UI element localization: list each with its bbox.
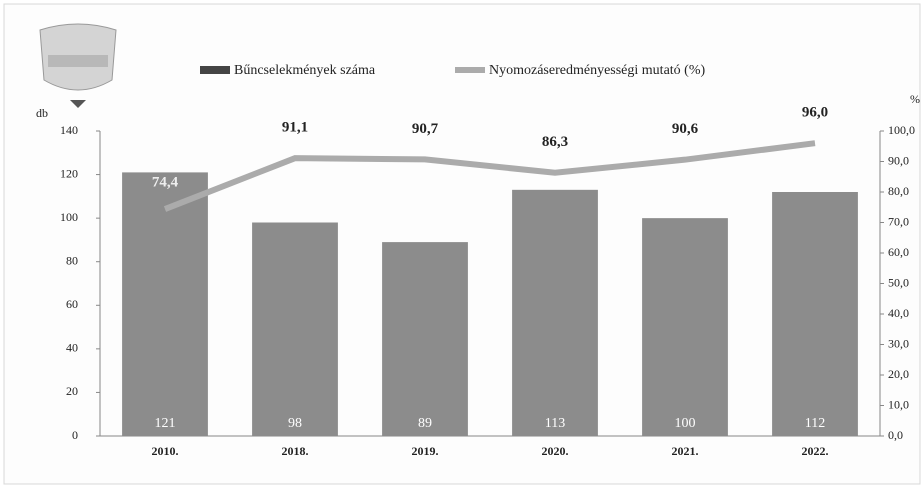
- y-tick-label: 40: [66, 341, 78, 355]
- x-tick-label: 2020.: [542, 444, 569, 458]
- bar-value-label: 112: [805, 416, 825, 431]
- bar: [772, 192, 858, 436]
- y2-tick-label: 20,0: [888, 367, 909, 381]
- bar: [512, 189, 598, 436]
- line: [163, 140, 816, 212]
- bar: [642, 218, 728, 436]
- line-value-label: 91,1: [282, 120, 308, 136]
- bar-value-label: 113: [545, 416, 565, 431]
- y-tick-label: 0: [72, 428, 78, 442]
- bar-value-label: 89: [418, 416, 432, 431]
- legend-label: Nyomozáseredményességi mutató (%): [489, 63, 705, 78]
- y2-axis-label: %: [910, 92, 920, 106]
- y-tick-label: 20: [66, 384, 78, 398]
- y2-tick-label: 60,0: [888, 245, 909, 259]
- y2-tick-label: 10,0: [888, 397, 909, 411]
- y2-tick-label: 50,0: [888, 275, 909, 289]
- line-value-label: 86,3: [542, 134, 568, 150]
- y2-tick-label: 70,0: [888, 214, 909, 228]
- bar: [382, 242, 468, 436]
- y2-tick-label: 90,0: [888, 153, 909, 167]
- bar: [122, 172, 208, 436]
- bar-value-label: 121: [155, 416, 176, 431]
- y2-tick-label: 30,0: [888, 336, 909, 350]
- x-tick-label: 2010.: [152, 444, 179, 458]
- legend-label: Bűncselekmények száma: [234, 63, 376, 78]
- line-value-label: 74,4: [152, 175, 179, 191]
- x-tick-label: 2022.: [802, 444, 829, 458]
- bar-value-label: 98: [288, 416, 302, 431]
- bar-value-label: 100: [675, 416, 696, 431]
- y2-tick-label: 100,0: [888, 123, 915, 137]
- logo: [39, 23, 117, 108]
- bar: [252, 222, 338, 436]
- y-tick-label: 60: [66, 297, 78, 311]
- y-tick-label: 80: [66, 253, 78, 267]
- y2-tick-label: 40,0: [888, 306, 909, 320]
- x-tick-label: 2021.: [672, 444, 699, 458]
- y-tick-label: 100: [60, 210, 78, 224]
- line-value-label: 90,6: [672, 121, 699, 137]
- x-tick-label: 2018.: [282, 444, 309, 458]
- line-value-label: 90,7: [412, 121, 439, 137]
- y2-tick-label: 0,0: [888, 428, 903, 442]
- y2-tick-label: 80,0: [888, 184, 909, 198]
- line-value-label: 96,0: [802, 105, 828, 121]
- x-tick-label: 2019.: [412, 444, 439, 458]
- y-axis-label: db: [36, 106, 48, 120]
- y-tick-label: 120: [60, 166, 78, 180]
- y-tick-label: 140: [60, 123, 78, 137]
- legend-swatch: [200, 66, 230, 74]
